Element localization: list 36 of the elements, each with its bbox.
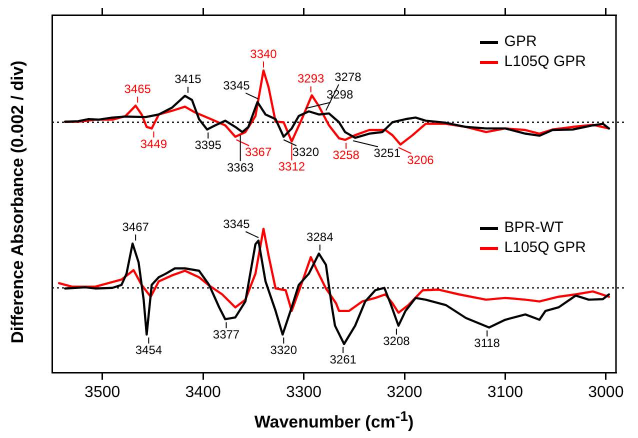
x-axis-title: Wavenumber (cm$^{-1}$) — [253, 409, 415, 433]
annotation: 3454 — [135, 342, 162, 357]
x-tick-label: 3200 — [386, 384, 422, 401]
annotation: 3340 — [250, 46, 278, 61]
annotation: 3320 — [292, 145, 320, 160]
x-tick-label: 3100 — [487, 384, 524, 401]
annotation: 3449 — [140, 136, 168, 151]
x-tick-label: 3000 — [588, 384, 624, 401]
legend-label: L105Q GPR — [504, 52, 586, 72]
annotation: 3395 — [194, 138, 222, 152]
annotation: 3320 — [270, 342, 298, 357]
x-tick-label: 3400 — [185, 384, 221, 401]
annotation: 3415 — [174, 72, 202, 86]
annotation: 3345 — [223, 78, 250, 92]
x-tick-label: 3300 — [286, 384, 322, 401]
annotation: 3261 — [330, 352, 357, 366]
annotation: 3293 — [297, 72, 325, 86]
annotation: 3367 — [244, 145, 272, 160]
annotation: 3284 — [306, 230, 334, 244]
annotation: 3208 — [383, 334, 410, 348]
legend-label: BPR-WT — [504, 218, 564, 238]
annotation: 3363 — [226, 160, 254, 174]
annotation: 3312 — [278, 160, 306, 174]
annotation: 3251 — [374, 146, 401, 160]
annotation: 3465 — [124, 82, 152, 96]
annotation: 3377 — [212, 328, 240, 342]
annotation: 3118 — [474, 336, 500, 350]
annotation: 3258 — [332, 148, 360, 162]
annotation: 3467 — [122, 220, 150, 234]
legend-label: GPR — [504, 32, 537, 52]
y-axis-title: Difference Absorbance (0.002 / div) — [7, 60, 28, 346]
legend-label: L105Q GPR — [504, 238, 586, 258]
annotation: 3206 — [407, 152, 434, 167]
annotation: 3345 — [223, 216, 250, 231]
annotation: 3278 — [334, 70, 362, 84]
x-tick-label: 3500 — [84, 384, 120, 401]
